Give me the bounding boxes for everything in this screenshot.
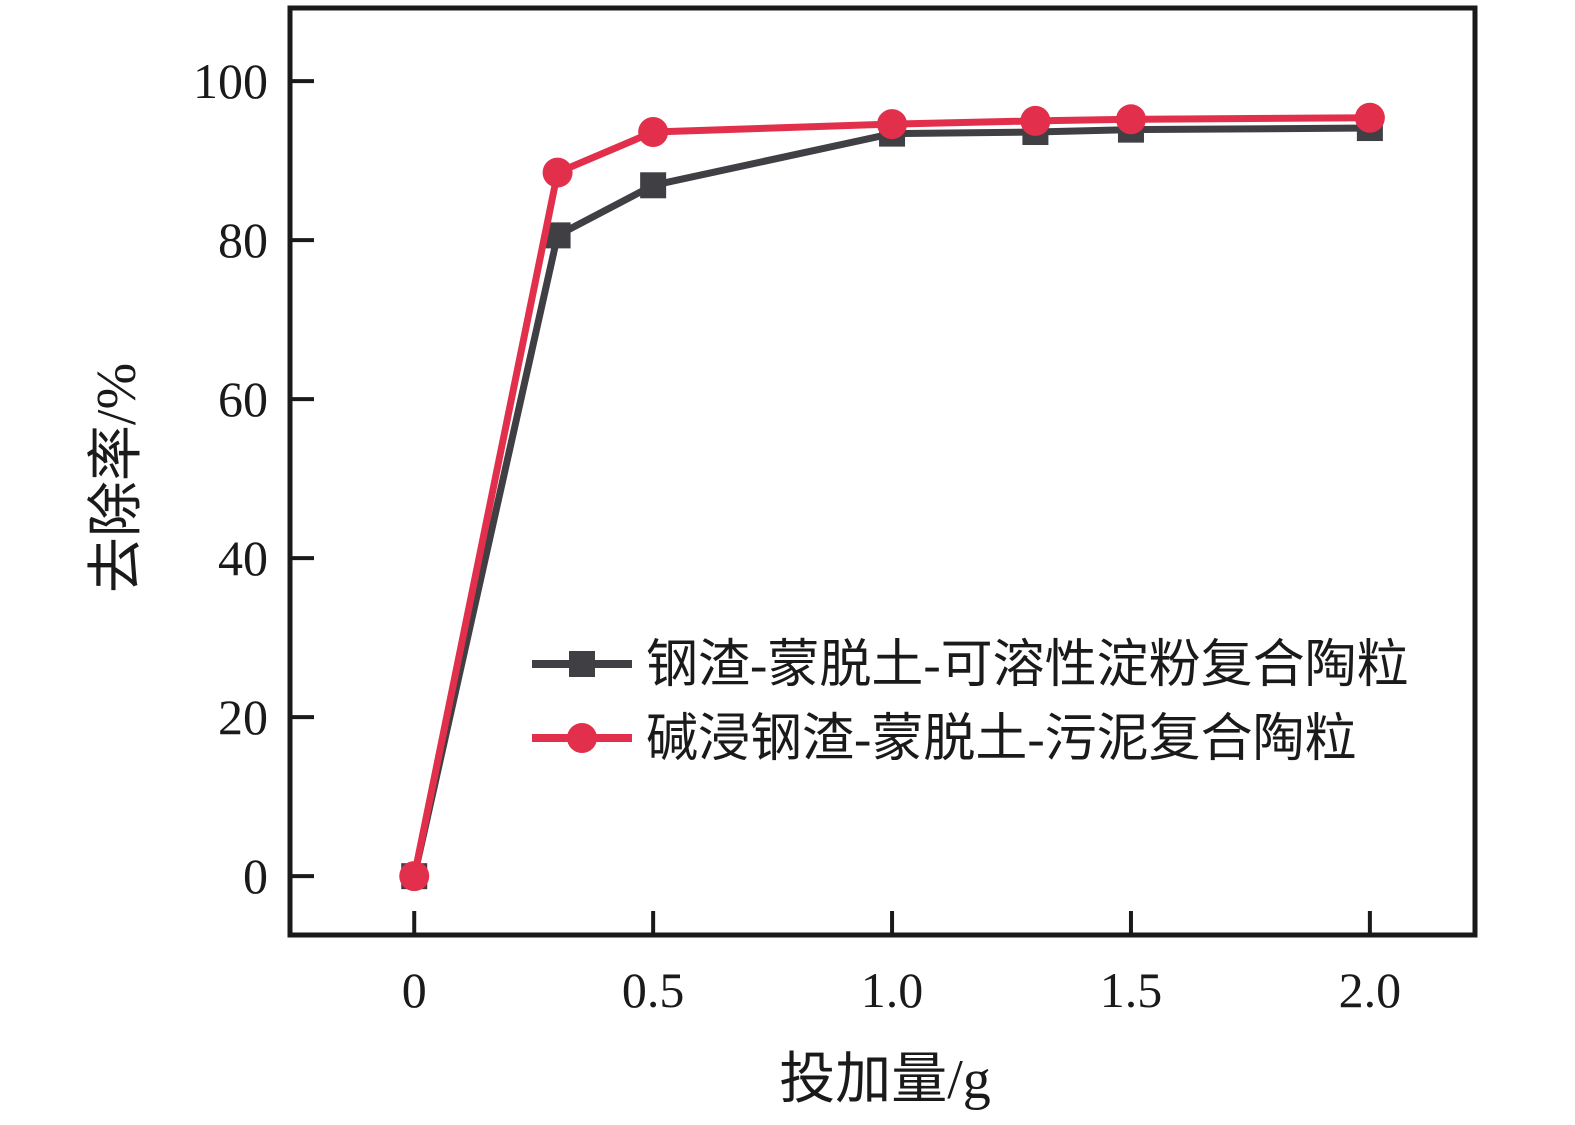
legend: 钢渣-蒙脱土-可溶性淀粉复合陶粒 碱浸钢渣-蒙脱土-污泥复合陶粒 — [532, 637, 1409, 768]
data-point-circle — [638, 117, 669, 148]
data-point-circle — [1354, 102, 1385, 133]
axis-tick-labels: 0 0.5 1.0 1.5 2.0 0 20 40 60 80 100 — [193, 53, 1401, 1018]
y-tick-label: 0 — [243, 848, 268, 904]
legend-circle-marker — [567, 723, 597, 753]
x-axis-title: 投加量/g — [779, 1049, 991, 1111]
y-tick-label: 60 — [218, 371, 268, 427]
data-point-circle — [877, 109, 908, 140]
x-tick-label: 2.0 — [1339, 962, 1402, 1018]
data-point-circle — [1020, 105, 1051, 136]
legend-item-steel-slag-starch: 钢渣-蒙脱土-可溶性淀粉复合陶粒 — [532, 637, 1409, 694]
y-tick-label: 20 — [218, 689, 268, 745]
legend-label-steel-slag-starch: 钢渣-蒙脱土-可溶性淀粉复合陶粒 — [646, 637, 1409, 694]
y-tick-label: 80 — [218, 212, 268, 268]
legend-item-alkali-slag-sludge: 碱浸钢渣-蒙脱土-污泥复合陶粒 — [532, 711, 1357, 768]
x-tick-label: 0.5 — [622, 962, 685, 1018]
y-tick-label: 40 — [218, 530, 268, 586]
legend-label-alkali-slag-sludge: 碱浸钢渣-蒙脱土-污泥复合陶粒 — [646, 711, 1357, 768]
data-point-square — [640, 172, 667, 199]
y-tick-label: 100 — [193, 53, 268, 109]
plot-border — [287, 5, 1478, 938]
x-tick-label: 1.0 — [861, 962, 924, 1018]
legend-square-marker — [569, 651, 595, 677]
x-tick-label: 1.5 — [1100, 962, 1163, 1018]
data-point-circle — [542, 157, 573, 188]
axis-ticks — [290, 79, 1372, 935]
data-series — [399, 102, 1385, 892]
data-point-circle — [1115, 104, 1146, 135]
data-point-circle — [399, 861, 430, 892]
x-tick-label: 0 — [402, 962, 427, 1018]
y-axis-title: 去除率/% — [86, 363, 148, 593]
